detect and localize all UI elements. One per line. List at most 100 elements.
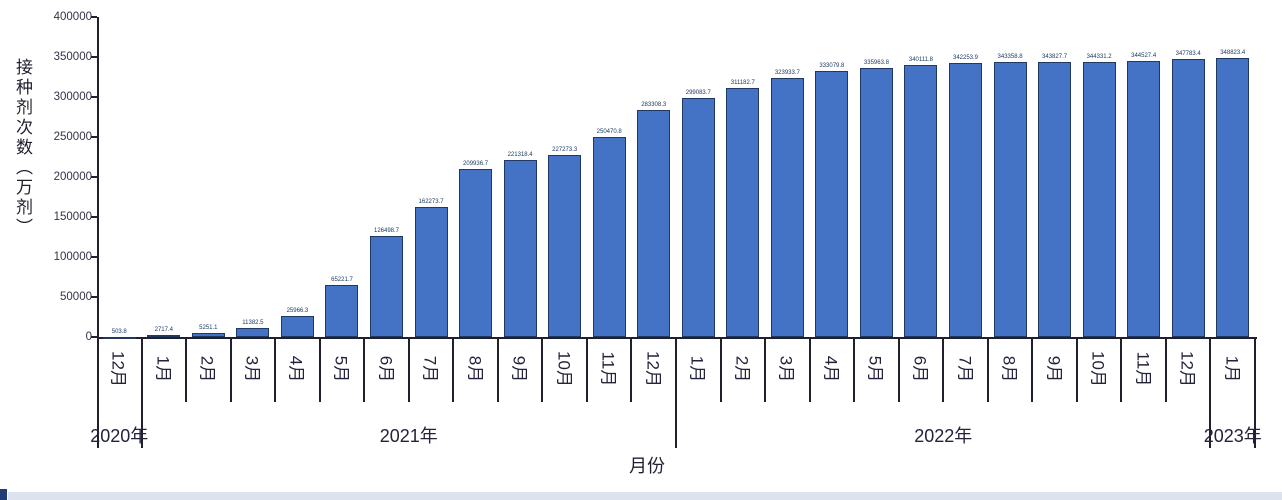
x-tick-month-label: 1月 (153, 355, 173, 383)
x-axis-title: 月份 (629, 456, 665, 476)
y-tick-label: 400000 (53, 11, 92, 23)
bar-value-label: 503.8 (111, 328, 127, 335)
bar (236, 327, 270, 337)
x-tick-month-label: 12月 (643, 351, 663, 387)
month-separator-line (719, 338, 722, 402)
bar (681, 97, 715, 337)
bar-value-label: 209936.7 (463, 161, 489, 168)
year-group-label: 2022年 (914, 426, 973, 446)
bar-value-label: 299083.7 (685, 89, 711, 96)
bar (637, 110, 671, 337)
y-tick-mark (91, 336, 97, 338)
y-tick-label: 250000 (53, 131, 92, 143)
month-separator-line (630, 338, 633, 402)
bar (770, 77, 804, 337)
x-tick-month-label: 4月 (821, 355, 841, 383)
x-axis-line (97, 337, 1257, 339)
y-tick-mark (91, 96, 97, 98)
x-tick-month-label: 9月 (1044, 355, 1064, 383)
month-separator-line (1120, 338, 1123, 402)
x-tick-month-label: 2月 (197, 355, 217, 383)
bar-value-label: 344331.2 (1086, 53, 1112, 60)
bar-value-label: 333079.8 (819, 62, 845, 69)
month-separator-line (764, 338, 767, 402)
x-tick-month-label: 9月 (509, 355, 529, 383)
x-tick-month-label: 11月 (598, 351, 618, 387)
month-separator-line (1075, 338, 1078, 402)
y-tick-label: 150000 (53, 211, 92, 223)
year-separator-line (675, 338, 677, 448)
month-separator-line (407, 338, 410, 402)
x-tick-month-label: 4月 (286, 355, 306, 383)
bar (548, 155, 582, 337)
y-tick-mark (91, 176, 97, 178)
x-tick-month-label: 10月 (1088, 351, 1108, 387)
bar-value-label: 162273.7 (418, 199, 444, 206)
bar-value-label: 342253.9 (952, 55, 979, 62)
year-separator-line (1209, 338, 1212, 448)
month-separator-line (229, 338, 232, 402)
bar (592, 136, 626, 337)
bar-value-label: 5251.1 (199, 324, 218, 331)
year-group-label: 2023年 (1203, 426, 1262, 446)
bar-value-label: 335963.8 (863, 60, 889, 67)
bar-value-label: 348823.4 (1220, 49, 1246, 56)
bar-value-label: 283308.3 (641, 102, 667, 109)
y-tick-mark (91, 296, 97, 298)
year-group-label: 2020年 (90, 426, 149, 446)
x-tick-month-label: 5月 (331, 355, 351, 383)
month-separator-line (897, 338, 900, 402)
y-tick-label: 100000 (53, 251, 92, 263)
year-group-label: 2021年 (379, 426, 438, 446)
bar (414, 207, 448, 337)
x-tick-month-label: 7月 (420, 355, 440, 383)
x-tick-month-label: 1月 (1222, 355, 1242, 383)
x-tick-month-label: 6月 (376, 355, 395, 383)
bar (459, 169, 493, 337)
x-tick-month-label: 11月 (1133, 351, 1153, 387)
bottom-left-notch-decoration (0, 489, 7, 500)
month-separator-line (942, 338, 945, 402)
bar-value-label: 65221.7 (331, 276, 353, 283)
bar (370, 235, 403, 337)
month-separator-line (853, 338, 856, 402)
y-tick-label: 350000 (53, 51, 92, 63)
bar (1216, 57, 1250, 337)
x-tick-month-label: 8月 (465, 355, 485, 383)
bar (949, 63, 982, 337)
bar-value-label: 11382.5 (242, 319, 264, 326)
bar (904, 64, 938, 337)
bar-value-label: 340111.8 (908, 56, 934, 63)
bar (102, 336, 136, 339)
x-tick-month-label: 10月 (554, 351, 574, 387)
month-separator-line (185, 338, 188, 402)
y-tick-mark (91, 16, 97, 18)
bar (280, 316, 314, 337)
bar (191, 332, 225, 337)
month-separator-line (1164, 338, 1167, 402)
bar (325, 284, 359, 337)
x-tick-month-label: 12月 (108, 351, 128, 387)
month-separator-line (274, 338, 277, 402)
month-separator-line (496, 338, 499, 402)
bar-value-label: 126498.7 (373, 227, 400, 234)
y-tick-mark (91, 56, 97, 58)
bar (1082, 61, 1116, 337)
x-tick-month-label: 3月 (776, 355, 796, 383)
month-separator-line (1031, 338, 1034, 402)
month-separator-line (541, 338, 544, 402)
bar-value-label: 347783.4 (1175, 50, 1201, 57)
y-tick-mark (91, 216, 97, 218)
month-separator-line (986, 338, 989, 402)
y-tick-label: 200000 (53, 171, 92, 183)
bar (503, 159, 537, 337)
month-separator-line (363, 338, 366, 402)
bar-value-label: 25966.3 (286, 308, 309, 315)
bar (726, 88, 760, 337)
bar-value-label: 2717.4 (154, 326, 173, 333)
bar-value-label: 344527.4 (1131, 53, 1157, 60)
y-tick-mark (91, 136, 97, 138)
year-separator-line (140, 338, 143, 448)
y-axis-line (97, 17, 99, 448)
